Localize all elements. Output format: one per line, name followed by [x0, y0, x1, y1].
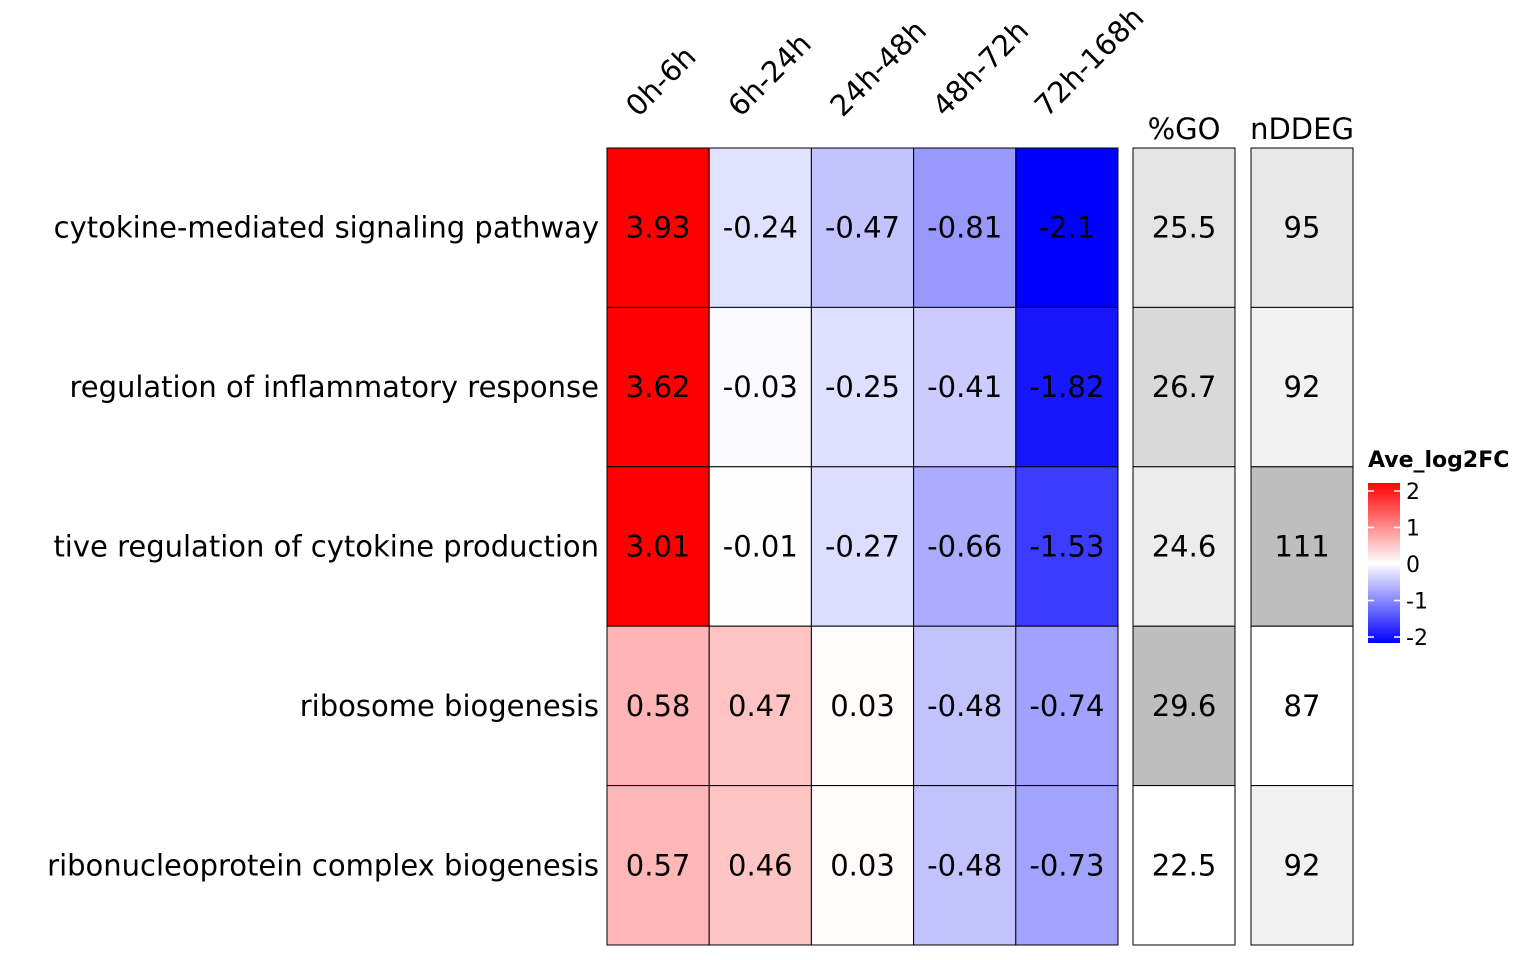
cell-value-label: -0.47	[825, 211, 900, 245]
cell-value-label: -0.41	[927, 370, 1002, 404]
legend-colorbar	[1368, 483, 1400, 643]
heatmap-cell	[606, 785, 710, 946]
cell-value-label: -0.73	[1029, 848, 1104, 882]
heatmap-cell	[810, 625, 915, 787]
cell-value-label: -1.53	[1029, 530, 1104, 564]
annotation-value-label: 29.6	[1152, 689, 1217, 723]
color-legend: Ave_log2FC 2 1 0 -1 -2	[1368, 448, 1509, 651]
annotation-value-label: 92	[1284, 848, 1321, 882]
legend-tick-label: 1	[1406, 517, 1420, 542]
annotation-value-label: 25.5	[1152, 211, 1217, 245]
cell-value-label: 0.58	[626, 689, 691, 723]
legend-tick-label: -1	[1406, 590, 1428, 615]
cell-value-label: -0.66	[927, 530, 1002, 564]
annotation-title: %GO	[1148, 112, 1221, 146]
cell-value-label: 3.93	[626, 211, 691, 245]
heatmap-cell	[913, 147, 1017, 308]
heatmap-cell	[1015, 147, 1119, 308]
cell-value-label: 3.01	[626, 530, 691, 564]
annotation-cell	[1132, 466, 1236, 627]
cell-value-label: -1.82	[1029, 370, 1104, 404]
heatmap-cell	[708, 625, 812, 787]
annotation-cell	[1132, 785, 1236, 946]
heatmap-cell	[810, 147, 915, 308]
cell-value-label: -0.74	[1029, 689, 1104, 723]
cell-value-label: 3.62	[626, 370, 691, 404]
legend-tick-label: -2	[1406, 626, 1428, 651]
annotation-columns: %GO 25.5 26.7 24.6 29.6 22.5 nDDEG 95 92 111 87 92	[1132, 112, 1354, 946]
heatmap-cell	[913, 466, 1017, 627]
cell-value-label: -0.48	[927, 689, 1002, 723]
cell-value-label: 0.47	[728, 689, 793, 723]
cell-value-label: -0.48	[927, 848, 1002, 882]
cell-value-label: -0.25	[825, 370, 900, 404]
annotation-value-label: 22.5	[1152, 848, 1217, 882]
cell-value-label: -0.24	[723, 211, 798, 245]
cell-value-label: 0.03	[830, 689, 895, 723]
annotation-cell	[1250, 785, 1354, 946]
cell-value-label: 0.46	[728, 848, 793, 882]
annotation-cell	[1250, 466, 1354, 627]
annotation-value-label: 95	[1284, 211, 1321, 245]
column-label: 6h-24h	[721, 26, 818, 123]
cell-value-label: -0.81	[927, 211, 1002, 245]
annotation-cell	[1132, 306, 1236, 468]
heatmap-cell	[708, 785, 812, 946]
row-label: ribonucleoprotein complex biogenesis	[47, 848, 599, 882]
heatmap-cell	[708, 147, 812, 308]
annotation-value-label: 111	[1274, 530, 1329, 564]
heatmap-cell	[1015, 466, 1119, 627]
annotation-cell	[1132, 625, 1236, 787]
legend-tick-label: 0	[1406, 553, 1420, 578]
heatmap-cell	[1015, 625, 1119, 787]
annotation-value-label: 92	[1284, 370, 1321, 404]
annotation-cell	[1250, 147, 1354, 308]
cell-value-label: -0.03	[723, 370, 798, 404]
legend-title: Ave_log2FC	[1368, 448, 1509, 473]
heatmap-cell	[810, 785, 915, 946]
annotation-cell	[1132, 147, 1236, 308]
cell-value-label: -2.1	[1039, 211, 1096, 245]
annotation-value-label: 26.7	[1152, 370, 1217, 404]
column-label: 0h-6h	[619, 39, 703, 123]
heatmap-cell	[1015, 306, 1119, 468]
column-label: 72h-168h	[1028, 0, 1151, 123]
row-labels: cytokine-mediated signaling pathway regul…	[47, 211, 599, 883]
legend-ticks: 2 1 0 -1 -2	[1368, 480, 1428, 651]
heatmap-cell	[708, 466, 812, 627]
cell-value-label: 0.57	[626, 848, 691, 882]
heatmap-cell	[810, 306, 915, 468]
heatmap-cell	[606, 147, 710, 308]
row-label: cytokine-mediated signaling pathway	[54, 211, 599, 245]
heatmap-cell	[913, 625, 1017, 787]
heatmap-cells: 3.93 -0.24 -0.47 -0.81 -2.1 3.62 -0.03 -0.25 -0.…	[606, 147, 1119, 946]
heatmap-cell	[1015, 785, 1119, 946]
column-label: 48h-72h	[926, 13, 1036, 123]
column-label: 24h-48h	[823, 13, 933, 123]
annotation-title: nDDEG	[1250, 112, 1354, 146]
legend-tick-label: 2	[1406, 480, 1420, 505]
annotation-value-label: 87	[1284, 689, 1321, 723]
heatmap-cell	[606, 306, 710, 468]
cell-value-label: -0.01	[723, 530, 798, 564]
heatmap-cell	[810, 466, 915, 627]
cell-value-label: 0.03	[830, 848, 895, 882]
heatmap-cell	[606, 625, 710, 787]
row-label: tive regulation of cytokine production	[53, 530, 599, 564]
cell-value-label: -0.27	[825, 530, 900, 564]
row-label: regulation of inflammatory response	[69, 370, 599, 404]
row-label: ribosome biogenesis	[300, 689, 599, 723]
annotation-value-label: 24.6	[1152, 530, 1217, 564]
